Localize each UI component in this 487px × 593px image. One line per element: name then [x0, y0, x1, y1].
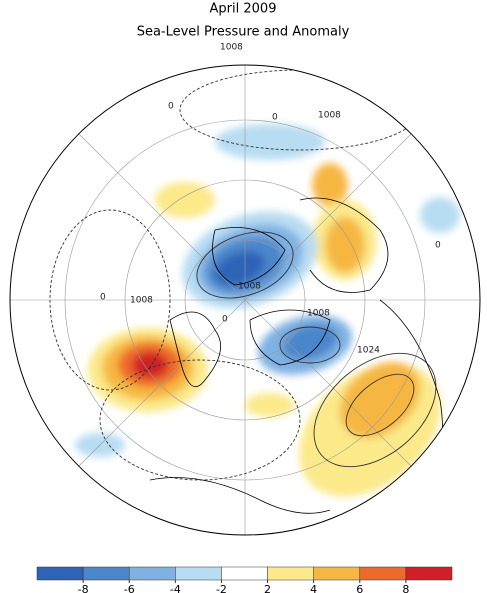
colorbar-segment — [359, 566, 407, 581]
colorbar-tick-label: -8 — [78, 583, 89, 593]
contour-label: 1008 — [220, 43, 243, 53]
colorbar-segment — [221, 566, 268, 581]
anomaly-shading — [75, 124, 460, 497]
colorbar-segment — [36, 566, 84, 581]
colorbar-tick-label: -4 — [170, 583, 181, 593]
colorbar-segment — [405, 566, 453, 581]
contour-label: 0 — [168, 102, 174, 112]
contour-label: 0 — [222, 315, 228, 325]
contour-label: 0 — [100, 293, 106, 303]
contour-label: 0 — [272, 113, 278, 123]
graticule — [10, 65, 480, 535]
map-border — [9, 64, 481, 536]
colorbar-segment — [313, 566, 361, 581]
colorbar-tick-label: 6 — [356, 583, 363, 593]
contour-label: 1008 — [318, 111, 341, 121]
colorbar-segment — [82, 566, 130, 581]
colorbar-tick-label: -2 — [216, 583, 227, 593]
contour-label: 1008 — [130, 296, 153, 306]
colorbar-segment — [175, 566, 222, 581]
colorbar: -8 -6 -4 -2 2 4 6 8 — [36, 566, 453, 593]
colorbar-tick-label: -6 — [124, 583, 135, 593]
contour-label: 0 — [435, 241, 441, 251]
colorbar-tick-label: 8 — [402, 583, 409, 593]
subtitle: Sea-Level Pressure and Anomaly — [137, 25, 350, 40]
contour-label-2: 1008 — [307, 309, 330, 319]
colorbar-tick-label: 2 — [264, 583, 271, 593]
colorbar-segment — [267, 566, 314, 581]
colorbar-segment — [128, 566, 176, 581]
contour-label: 1024 — [357, 346, 380, 356]
title: April 2009 — [210, 2, 277, 17]
colorbar-tick-label: 4 — [310, 583, 317, 593]
map — [10, 65, 480, 535]
isobars — [49, 69, 437, 481]
contour-label: 1008 — [238, 282, 261, 292]
